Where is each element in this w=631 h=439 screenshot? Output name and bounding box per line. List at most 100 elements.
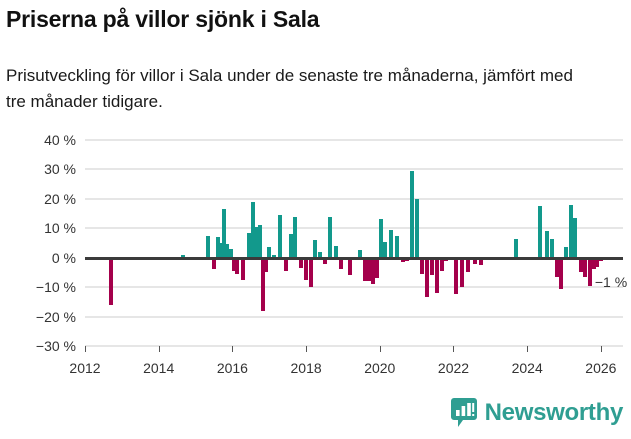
plot-area: −1 % <box>85 139 627 347</box>
y-axis: 40 % 30 % 20 % 10 % 0 % −10 % −20 % −30 % <box>0 132 76 354</box>
chart-bar <box>257 225 262 258</box>
chart-bar <box>583 257 588 277</box>
chart-subtitle: Prisutveckling för villor i Sala under d… <box>6 66 573 111</box>
gridline <box>85 168 623 171</box>
chart-bar <box>479 257 484 266</box>
chart-bar <box>271 254 276 258</box>
chart-bar <box>459 257 464 288</box>
chart-bar <box>410 170 415 258</box>
chart-bar <box>206 235 211 258</box>
chart-bar <box>424 257 429 298</box>
y-tick-label: 40 % <box>44 132 76 148</box>
chart-bar <box>260 257 265 311</box>
x-tick-mark <box>85 346 86 352</box>
chart-bar <box>363 257 368 282</box>
gridline <box>85 315 623 318</box>
chart-bar <box>371 257 376 285</box>
y-tick-label: −30 % <box>35 338 76 354</box>
x-tick-label: 2012 <box>69 360 101 376</box>
x-tick-mark <box>379 346 381 352</box>
x-tick-mark <box>453 346 455 352</box>
chart-bar <box>278 215 283 258</box>
chart-bar <box>568 204 573 258</box>
y-tick-label: −10 % <box>35 279 76 296</box>
chart-bar <box>267 247 272 258</box>
chart-bar <box>595 257 600 267</box>
zero-axis-line <box>85 256 623 260</box>
chart-bar <box>288 234 293 258</box>
chart-bar <box>308 257 313 288</box>
chart-bar <box>472 257 477 264</box>
chart-bar <box>415 198 420 258</box>
chart-bar <box>545 231 550 258</box>
chart-bar <box>293 216 298 258</box>
chart-bar <box>400 257 405 263</box>
chart-bar <box>573 217 578 258</box>
chart-bar <box>222 209 227 258</box>
chart-bar <box>323 257 328 264</box>
chart-bar <box>383 241 388 258</box>
chart-bar <box>434 257 439 294</box>
chart-bar <box>454 257 459 295</box>
x-axis: 2012 2014 2016 2018 2020 2022 2024 2026 <box>0 346 631 388</box>
chart-bar <box>298 257 303 268</box>
chart-bar <box>240 257 245 280</box>
x-tick-mark <box>232 346 234 352</box>
chart-bar <box>538 206 543 258</box>
page-title: Priserna på villor sjönk i Sala <box>6 6 320 32</box>
chart-bar <box>246 232 251 258</box>
chart-bar <box>263 257 268 273</box>
chart-bar <box>395 235 400 258</box>
chart-bar <box>563 247 568 258</box>
chart-bar <box>357 250 362 258</box>
y-tick-label: −20 % <box>35 308 76 325</box>
chart-bar <box>254 226 259 258</box>
chart-bar <box>250 201 255 258</box>
newsworthy-logo: Newsworthy <box>450 398 624 428</box>
brand-name: Newsworthy <box>484 399 624 426</box>
x-tick-label: 2026 <box>585 360 617 376</box>
chart-bar <box>231 257 236 271</box>
chart-bar <box>211 257 216 270</box>
gridline <box>85 197 623 200</box>
chart-bar <box>283 257 288 271</box>
chart-bar <box>550 238 555 258</box>
y-tick-label: 20 % <box>44 190 76 207</box>
chart-bar <box>333 245 338 258</box>
value-annotation: −1 % <box>594 273 628 290</box>
chart-bar <box>466 257 471 273</box>
chart-bar <box>554 257 559 277</box>
chart-footer: Newsworthy <box>0 396 631 439</box>
x-tick-mark <box>158 346 160 352</box>
x-tick-label: 2024 <box>511 360 543 376</box>
chart-bar <box>328 216 333 258</box>
chart-bar <box>348 257 353 276</box>
chart-bar <box>591 257 596 270</box>
y-tick-label: 0 % <box>51 249 76 266</box>
gridline <box>85 139 623 141</box>
chart-bar <box>313 240 318 258</box>
gridline <box>85 345 623 347</box>
chart-bar <box>225 244 230 258</box>
chart-bar <box>374 257 379 279</box>
bar-chart-speech-bubble-icon <box>450 398 477 428</box>
chart-bar <box>234 257 239 274</box>
x-tick-label: 2020 <box>364 360 396 376</box>
chart-bar <box>514 238 519 258</box>
chart-bar <box>388 229 393 258</box>
chart-bar <box>439 257 444 271</box>
chart-bar <box>304 257 309 280</box>
x-tick-mark <box>527 346 529 352</box>
chart-bar <box>180 254 185 258</box>
x-tick-label: 2014 <box>143 360 175 376</box>
x-tick-mark <box>600 346 602 352</box>
x-tick-mark <box>306 346 308 352</box>
chart-bar <box>216 237 221 258</box>
chart-bar <box>108 257 113 305</box>
x-tick-label: 2016 <box>216 360 248 376</box>
chart-bar <box>367 257 372 282</box>
y-tick-label: 30 % <box>44 161 76 178</box>
gridline <box>85 286 623 289</box>
chart-bar <box>587 257 592 286</box>
